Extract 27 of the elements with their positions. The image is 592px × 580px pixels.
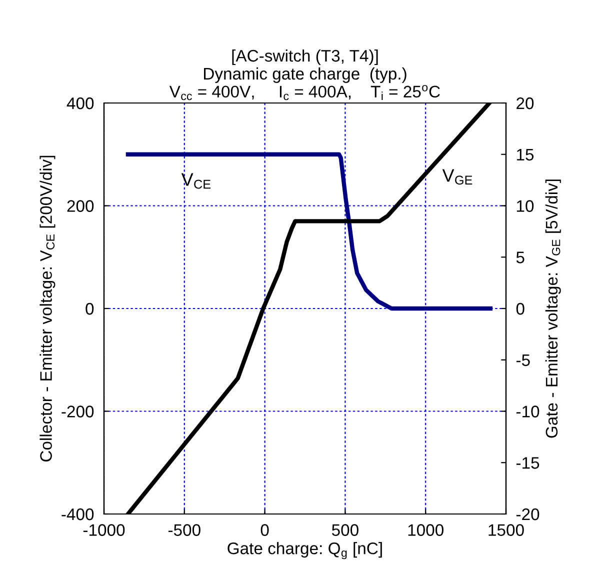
line-series	[126, 152, 492, 311]
y2-tick-label: -5	[516, 354, 530, 366]
series-label: V$_{GE}$	[442, 169, 472, 185]
y-tick-label: 400	[66, 97, 94, 110]
x-tick-label: 1500	[488, 524, 524, 536]
x-tick-label: 1000	[408, 524, 444, 536]
y2-tick-label: 10	[516, 200, 534, 212]
y2-axis-title: Gate - Emitter voltage: V$_{GE}$ [5V/div]	[545, 180, 561, 438]
chart-title: [AC-switch (T3, T4)] Dynamic gate charge (typ.) V$_{cc}$ = 400V, I$_{c}$ = 400A, T$_{i}$ = 25$^{o}$C	[169, 49, 440, 100]
y2-tick-label: -20	[516, 508, 540, 520]
y-tick-label: 200	[67, 200, 94, 212]
y-axis-title: Collector - Emitter voltage: V$_{CE}$ [200V/div]	[40, 156, 56, 462]
y-tick-label: -200	[62, 406, 94, 418]
y2-tick-label: 15	[516, 148, 534, 161]
y2-tick-label: 0	[516, 302, 524, 315]
x-tick-label: 500	[332, 524, 358, 536]
y-tick-label: 0	[86, 302, 94, 315]
x-tick-label: -500	[168, 524, 200, 536]
y2-tick-label: 20	[516, 97, 534, 110]
x-tick-label: 0	[260, 524, 269, 536]
y2-tick-label: 5	[516, 252, 524, 264]
y-tick-label: -400	[62, 508, 94, 520]
y2-tick-label: -10	[516, 406, 540, 418]
x-axis-title: Gate charge: Q$_{g}$ [nC]	[228, 542, 382, 560]
y2-tick-label: -15	[516, 457, 540, 469]
series-label: V$_{CE}$	[181, 173, 211, 189]
x-tick-label: -1000	[83, 524, 125, 536]
